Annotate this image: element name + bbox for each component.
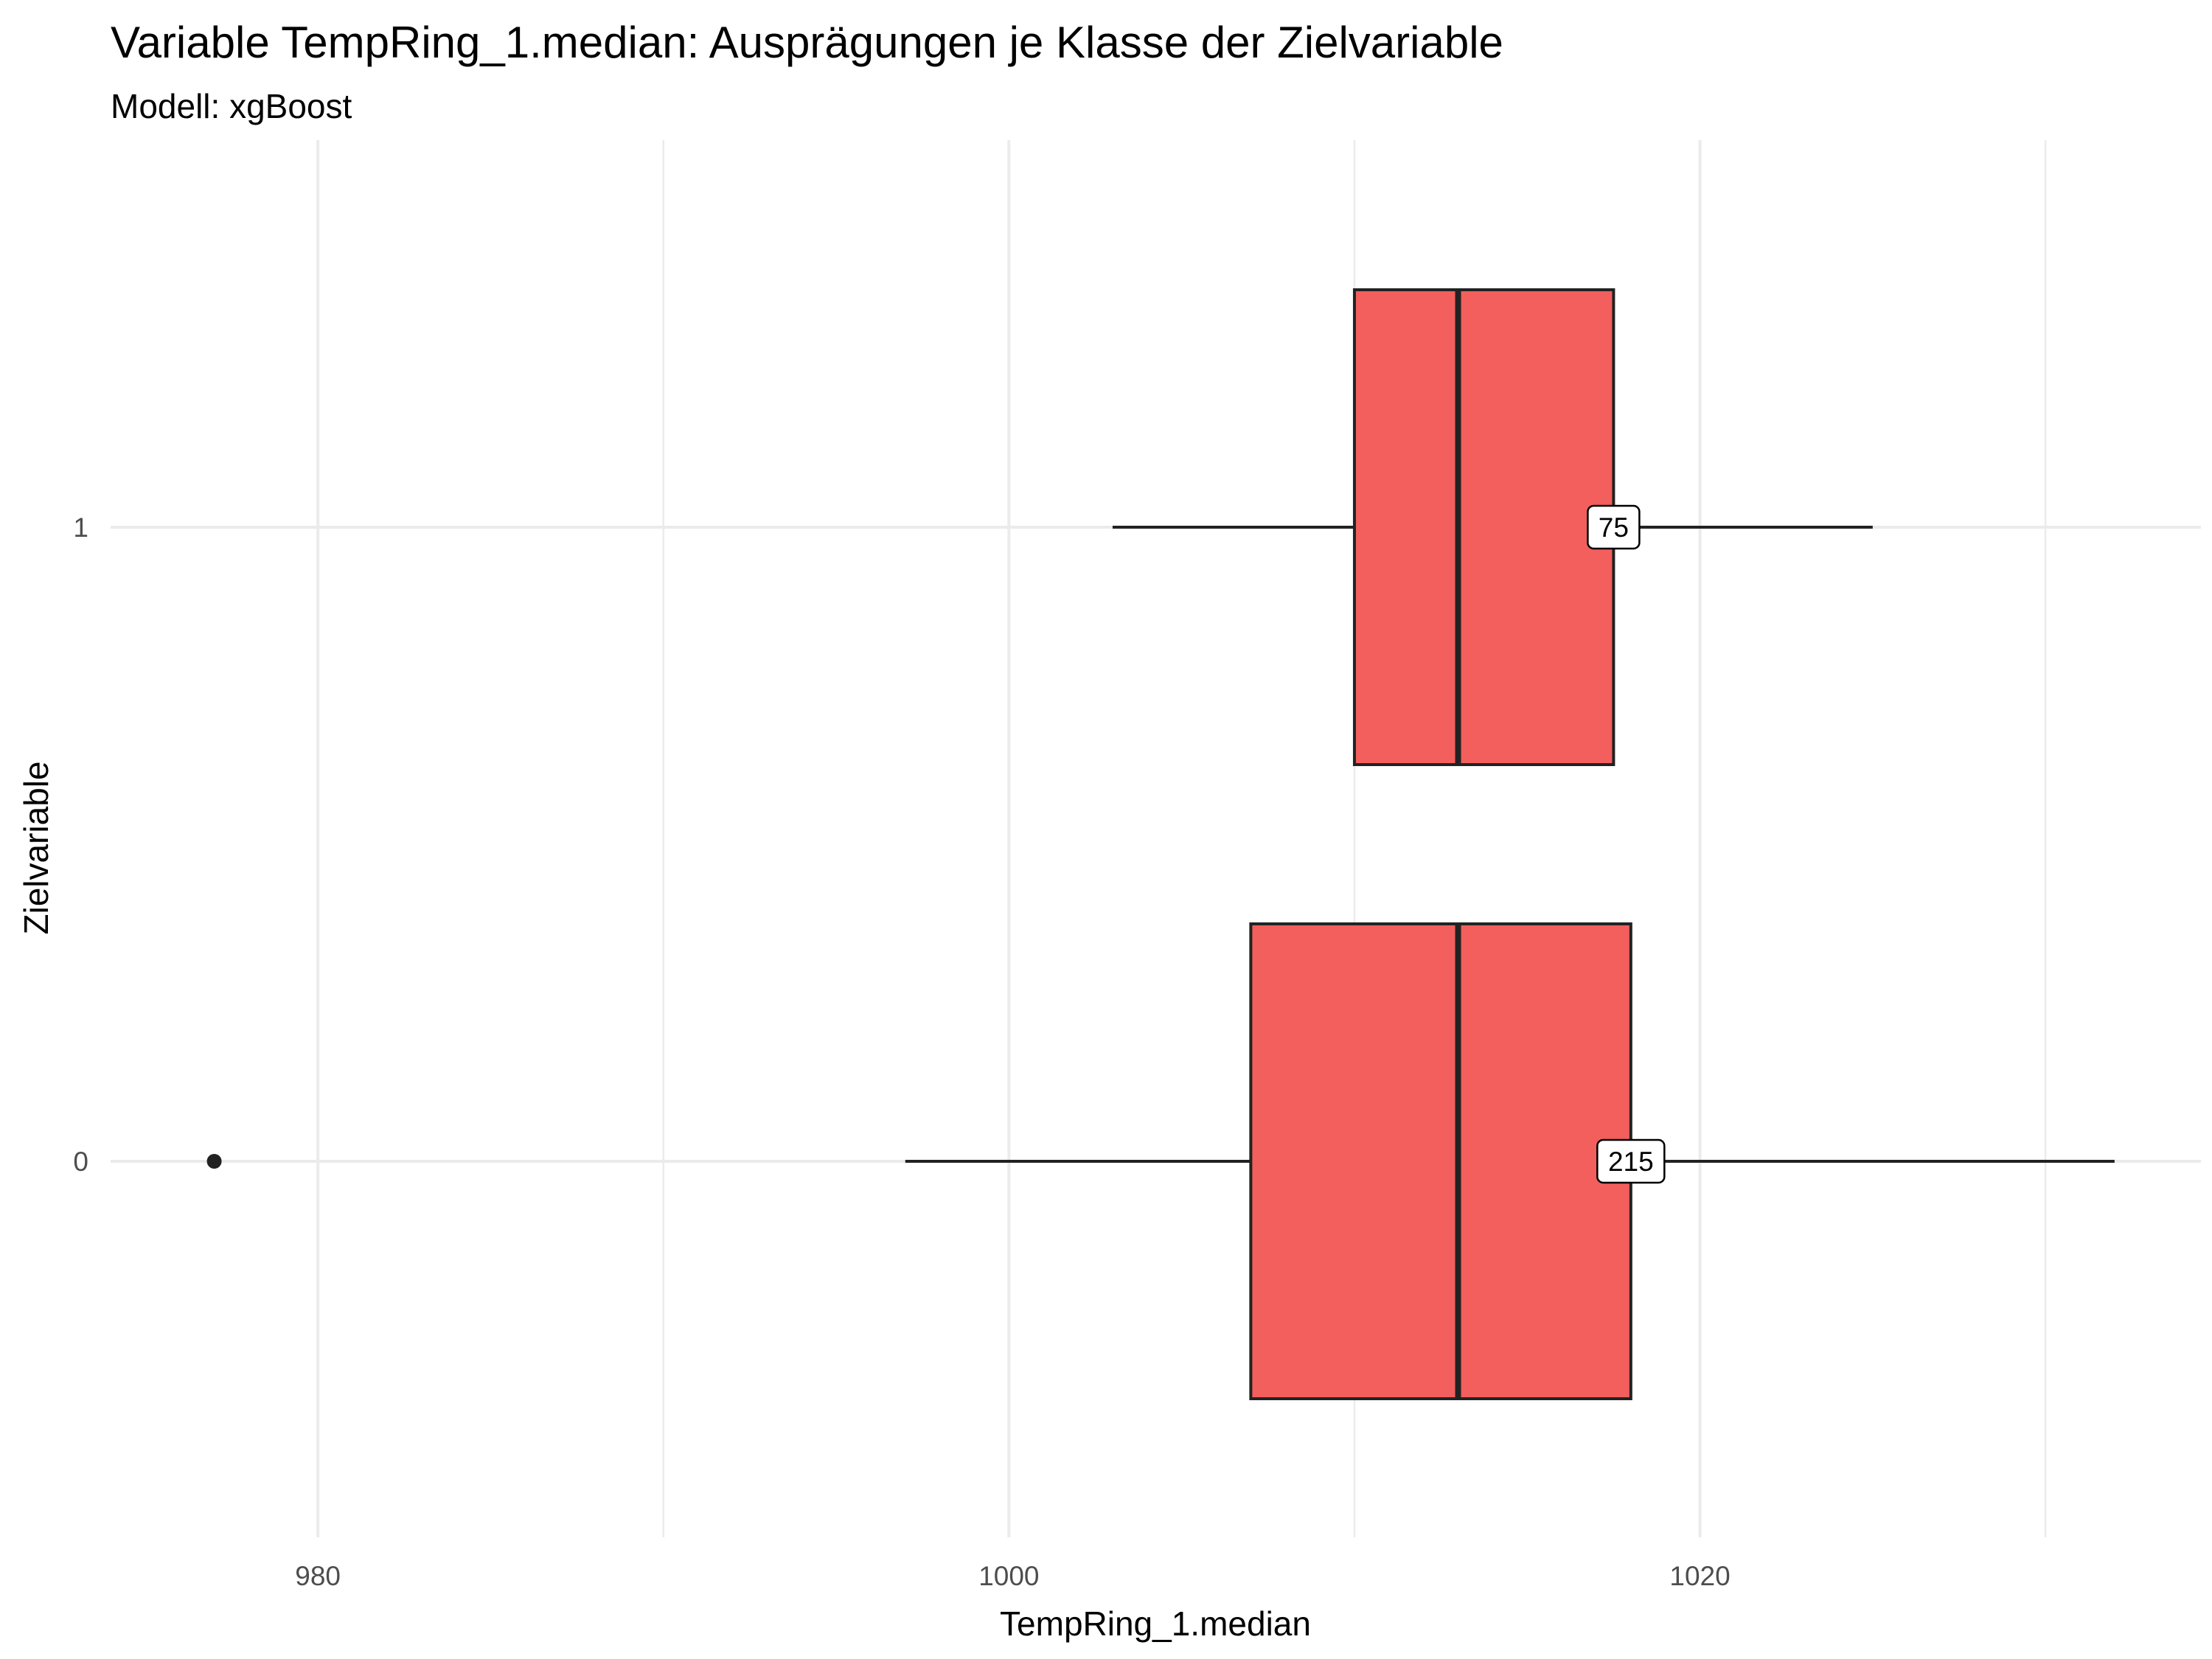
box-group-0: 215 — [206, 922, 2115, 1400]
y-tick-label: 1 — [73, 512, 88, 543]
outlier-point — [206, 1154, 222, 1169]
count-label: 75 — [1599, 512, 1629, 543]
chart-title: Variable TempRing_1.median: Ausprägungen… — [111, 18, 1503, 67]
x-axis-title: TempRing_1.median — [1000, 1604, 1311, 1643]
chart-subtitle: Modell: xgBoost — [111, 87, 352, 125]
y-axis-title: Zielvariable — [17, 761, 55, 934]
iqr-box — [1352, 288, 1615, 766]
boxes: 215 75 — [206, 288, 2115, 1400]
iqr-box — [1249, 922, 1632, 1400]
x-tick-label: 980 — [295, 1561, 341, 1591]
tick-labels: 980 1000 1020 0 1 — [73, 512, 1730, 1591]
y-tick-label: 0 — [73, 1147, 88, 1177]
gridlines — [111, 140, 2201, 1537]
count-label: 215 — [1608, 1147, 1654, 1177]
count-label-box — [1596, 1138, 1666, 1184]
box-group-1: 75 — [1112, 288, 1873, 766]
count-label-box — [1587, 504, 1641, 550]
x-tick-label: 1000 — [978, 1561, 1039, 1591]
x-tick-label: 1020 — [1669, 1561, 1730, 1591]
